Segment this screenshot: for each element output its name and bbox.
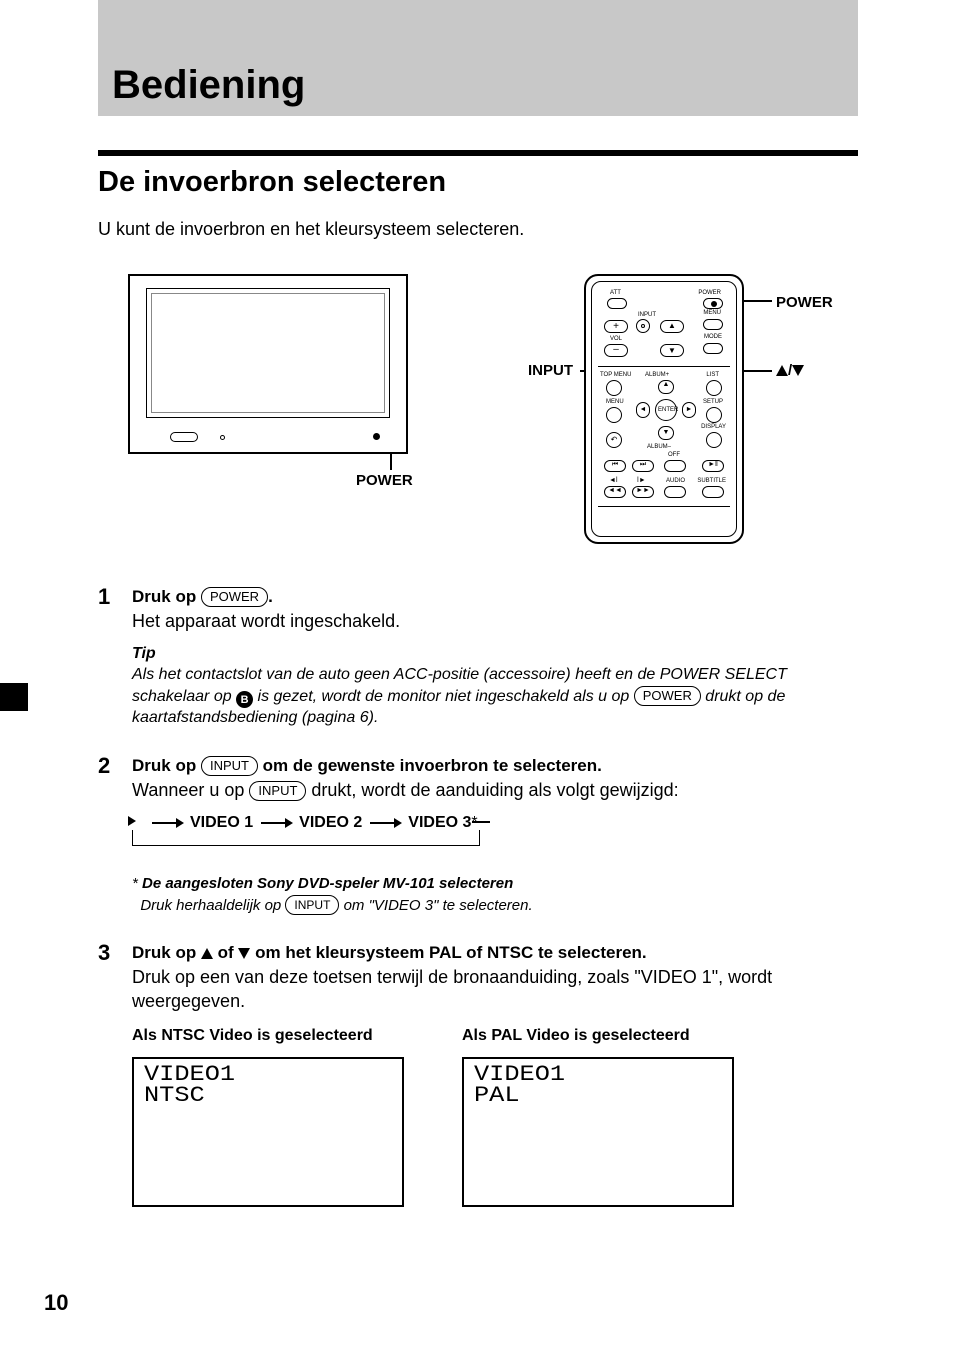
pal-col: Als PAL Video is geselecteerd VIDEO1 PAL [462, 1025, 752, 1207]
arrow-icon [152, 822, 182, 824]
section-rule [98, 150, 858, 156]
monitor-power-dot [373, 433, 380, 440]
updown-callout: / [776, 362, 804, 379]
chapter-title: Bediening [112, 63, 305, 108]
mode-button [703, 343, 723, 354]
input-button [636, 319, 650, 333]
down-button: ▼ [660, 344, 684, 357]
pal-title: Als PAL Video is geselecteerd [462, 1025, 752, 1047]
chapter-header: Bediening [98, 0, 858, 116]
list-button [706, 380, 722, 396]
arrow-icon [261, 822, 291, 824]
menu-button [703, 319, 723, 330]
step-1-text: Het apparaat wordt ingeschakeld. [132, 611, 400, 631]
monitor-diagram [128, 274, 408, 454]
power-button [703, 298, 723, 309]
input-chip-2: INPUT [249, 781, 306, 801]
step-3-num: 3 [98, 940, 118, 1207]
step-3-title: Druk op of om het kleursysteem PAL of NT… [132, 943, 647, 962]
remote-diagram: ATT POWER INPUT + ▲ MENU VOL – ▼ MODE [584, 274, 744, 544]
step-3-body: Druk op of om het kleursysteem PAL of NT… [132, 940, 858, 1207]
page-number: 10 [44, 1290, 68, 1316]
power-callout-line [390, 452, 392, 470]
lcd-examples: Als NTSC Video is geselecteerd VIDEO1 NT… [132, 1025, 858, 1207]
ntsc-lcd: VIDEO1 NTSC [132, 1057, 404, 1207]
step-1-body: Druk op POWER. Het apparaat wordt ingesc… [132, 584, 858, 729]
input-callout: INPUT [528, 362, 573, 379]
arrow-down-icon [238, 948, 250, 959]
tip-text: Als het contactslot van de auto geen ACC… [132, 665, 858, 729]
intro-text: U kunt de invoerbron en het kleursysteem… [98, 219, 858, 240]
monitor-led-window [170, 432, 198, 442]
power-callout: POWER [776, 294, 833, 311]
att-button [607, 298, 627, 309]
power-chip: POWER [201, 587, 268, 607]
display-button [706, 432, 722, 448]
step-1-num: 1 [98, 584, 118, 729]
monitor-sensor [220, 435, 225, 440]
diagrams: POWER POWER INPUT / ATT POWER INPUT + [98, 264, 858, 544]
dpad: ▲ ◄ ENTER ► ▼ [636, 380, 696, 440]
tip-label: Tip [132, 643, 858, 665]
step-3: 3 Druk op of om het kleursysteem PAL of … [98, 940, 858, 1207]
ntsc-title: Als NTSC Video is geselecteerd [132, 1025, 422, 1047]
step-2: 2 Druk op INPUT om de gewenste invoerbro… [98, 753, 858, 916]
header-whitespace [0, 0, 98, 56]
setup-button [706, 407, 722, 423]
arrow-down-icon [792, 365, 804, 376]
power-label-monitor: POWER [356, 472, 413, 489]
back-button: ↶ [606, 432, 622, 448]
page-content: De invoerbron selecteren U kunt de invoe… [98, 150, 858, 1231]
vol-up: + [604, 320, 628, 333]
pal-lcd-l2: PAL [474, 1086, 759, 1107]
power-chip-2: POWER [634, 686, 701, 706]
menu2-button [606, 407, 622, 423]
monitor-screen [146, 288, 390, 418]
topmenu-button [606, 380, 622, 396]
vol-down: – [604, 344, 628, 357]
arrow-up-icon [201, 948, 213, 959]
section-title: De invoerbron selecteren [98, 166, 858, 199]
step-2-title: Druk op INPUT om de gewenste invoerbron … [132, 756, 602, 775]
input-chip: INPUT [201, 756, 258, 776]
arrow-icon [370, 822, 400, 824]
step-1-title: Druk op POWER. [132, 587, 273, 606]
side-tab [0, 683, 28, 711]
flow-diagram: VIDEO 1 VIDEO 2 VIDEO 3* [132, 812, 858, 860]
step-2-body: Druk op INPUT om de gewenste invoerbron … [132, 753, 858, 916]
ntsc-col: Als NTSC Video is geselecteerd VIDEO1 NT… [132, 1025, 422, 1207]
pal-lcd: VIDEO1 PAL [462, 1057, 734, 1207]
up-button: ▲ [660, 320, 684, 333]
step-1: 1 Druk op POWER. Het apparaat wordt inge… [98, 584, 858, 729]
step-3-text: Druk op een van deze toetsen terwijl de … [132, 967, 772, 1011]
asterisk-note: * De aangesloten Sony DVD-speler MV-101 … [132, 874, 858, 916]
b-icon: B [236, 691, 253, 708]
arrow-up-icon [776, 365, 788, 376]
step-2-num: 2 [98, 753, 118, 916]
ntsc-lcd-l2: NTSC [144, 1086, 429, 1107]
input-chip-3: INPUT [285, 895, 339, 915]
